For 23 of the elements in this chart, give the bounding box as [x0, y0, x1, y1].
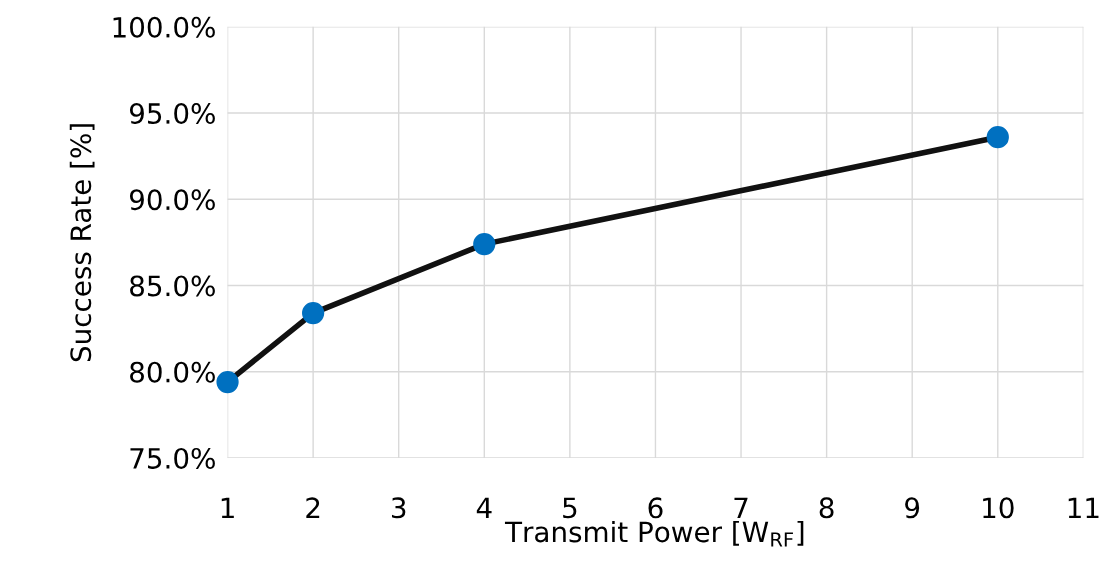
point	[302, 301, 325, 325]
x-tick-label: 5	[563, 497, 577, 519]
x-tick-label: 4	[476, 497, 492, 518]
y-tick-label: 85.0%	[130, 275, 215, 297]
y-tick-label: 100.0%	[113, 16, 215, 38]
y-tick-label: 75.0%	[130, 447, 215, 469]
x-tick-label: 10	[983, 497, 1014, 519]
y-tick-label: 80.0%	[130, 361, 215, 383]
point	[216, 370, 239, 394]
x-tick-label: 7	[734, 497, 748, 518]
x-tick-label: 6	[648, 497, 663, 519]
x-tick-label: 3	[391, 497, 406, 519]
point	[473, 233, 496, 256]
point	[986, 126, 1009, 149]
x-tick-label: 11	[1068, 497, 1099, 518]
x-tick-label: 8	[819, 497, 834, 519]
x-axis-title: Transmit Power [W$_{RF}$]	[504, 520, 804, 547]
y-tick-label: 95.0%	[129, 103, 215, 125]
y-axis-title: Success Rate [%]	[69, 124, 95, 362]
x-tick-label: 2	[306, 497, 320, 518]
x-tick-label: 9	[905, 497, 920, 519]
y-tick-label: 90.0%	[129, 189, 215, 211]
x-tick-label: 1	[221, 497, 234, 518]
